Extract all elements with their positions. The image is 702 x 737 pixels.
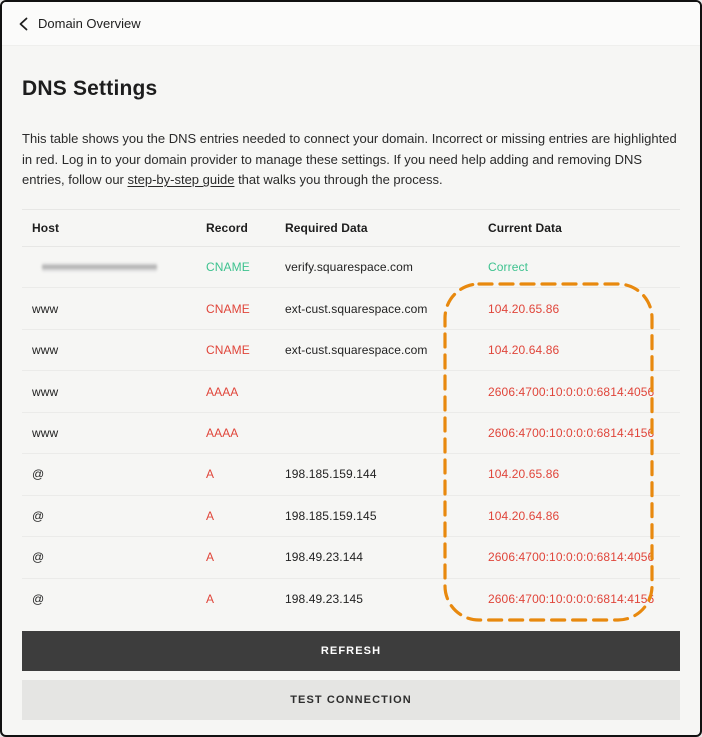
host-cell: @ bbox=[32, 592, 45, 607]
current-data-cell: 104.20.65.86 bbox=[488, 301, 560, 316]
required-data-cell: 198.49.23.144 bbox=[285, 550, 364, 565]
record-cell: CNAME bbox=[206, 343, 250, 358]
record-cell: CNAME bbox=[206, 301, 250, 316]
column-header-required-data: Required Data bbox=[285, 220, 368, 235]
step-by-step-guide-link[interactable]: step-by-step guide bbox=[127, 172, 235, 187]
host-cell: @ bbox=[32, 508, 45, 523]
host-cell: @ bbox=[32, 467, 45, 482]
table-row: @ A 198.185.159.144 104.20.65.86 bbox=[22, 454, 680, 496]
record-cell: AAAA bbox=[206, 425, 239, 440]
current-data-cell: 104.20.64.86 bbox=[488, 343, 560, 358]
record-cell: AAAA bbox=[206, 384, 239, 399]
table-row: @ A 198.49.23.144 2606:4700:10:0:0:0:681… bbox=[22, 537, 680, 579]
current-data-cell: 2606:4700:10:0:0:0:6814:4056 bbox=[488, 384, 655, 399]
host-cell: @ bbox=[32, 550, 45, 565]
table-header-row: Host Record Required Data Current Data bbox=[22, 210, 680, 247]
record-cell: A bbox=[206, 592, 215, 607]
column-header-current-data: Current Data bbox=[488, 220, 562, 235]
content-area: DNS Settings This table shows you the DN… bbox=[2, 77, 700, 720]
table-row: @ A 198.49.23.145 2606:4700:10:0:0:0:681… bbox=[22, 579, 680, 620]
page-title: DNS Settings bbox=[22, 77, 158, 100]
redacted-host-blur bbox=[42, 262, 157, 272]
table-row: www AAAA 2606:4700:10:0:0:0:6814:4056 bbox=[22, 371, 680, 413]
host-cell bbox=[22, 262, 196, 272]
dns-records-table: Host Record Required Data Current Data C… bbox=[22, 208, 680, 620]
host-cell: www bbox=[32, 384, 59, 399]
chevron-left-icon bbox=[18, 17, 29, 31]
table-row: www CNAME ext-cust.squarespace.com 104.2… bbox=[22, 330, 680, 372]
description-text-before: This table shows you the DNS entries nee… bbox=[22, 131, 677, 187]
table-row: www CNAME ext-cust.squarespace.com 104.2… bbox=[22, 288, 680, 330]
current-data-cell: Correct bbox=[488, 260, 529, 275]
test-connection-button[interactable]: TEST CONNECTION bbox=[22, 679, 680, 720]
required-data-cell: 198.49.23.145 bbox=[285, 592, 364, 607]
current-data-cell: 2606:4700:10:0:0:0:6814:4156 bbox=[488, 425, 655, 440]
required-data-cell: 198.185.159.145 bbox=[285, 508, 377, 523]
back-label: Domain Overview bbox=[38, 16, 141, 31]
table-row: @ A 198.185.159.145 104.20.64.86 bbox=[22, 496, 680, 538]
table-row: CNAME verify.squarespace.com Correct bbox=[22, 247, 680, 289]
table-row: www AAAA 2606:4700:10:0:0:0:6814:4156 bbox=[22, 413, 680, 455]
current-data-cell: 2606:4700:10:0:0:0:6814:4056 bbox=[488, 550, 655, 565]
refresh-button[interactable]: REFRESH bbox=[22, 630, 680, 671]
required-data-cell: verify.squarespace.com bbox=[285, 260, 414, 275]
current-data-cell: 2606:4700:10:0:0:0:6814:4156 bbox=[488, 592, 655, 607]
required-data-cell: 198.185.159.144 bbox=[285, 467, 377, 482]
back-button[interactable]: Domain Overview bbox=[18, 16, 141, 31]
record-cell: A bbox=[206, 508, 215, 523]
host-cell: www bbox=[32, 343, 59, 358]
topbar: Domain Overview bbox=[2, 2, 700, 46]
record-cell: A bbox=[206, 467, 215, 482]
required-data-cell: ext-cust.squarespace.com bbox=[285, 343, 428, 358]
host-cell: www bbox=[32, 301, 59, 316]
record-cell: CNAME bbox=[206, 260, 250, 275]
page-description: This table shows you the DNS entries nee… bbox=[22, 129, 680, 191]
host-cell: www bbox=[32, 425, 59, 440]
current-data-cell: 104.20.64.86 bbox=[488, 508, 560, 523]
required-data-cell: ext-cust.squarespace.com bbox=[285, 301, 428, 316]
current-data-cell: 104.20.65.86 bbox=[488, 467, 560, 482]
record-cell: A bbox=[206, 550, 215, 565]
column-header-host: Host bbox=[32, 220, 60, 235]
column-header-record: Record bbox=[206, 220, 248, 235]
description-text-after: that walks you through the process. bbox=[234, 172, 443, 187]
